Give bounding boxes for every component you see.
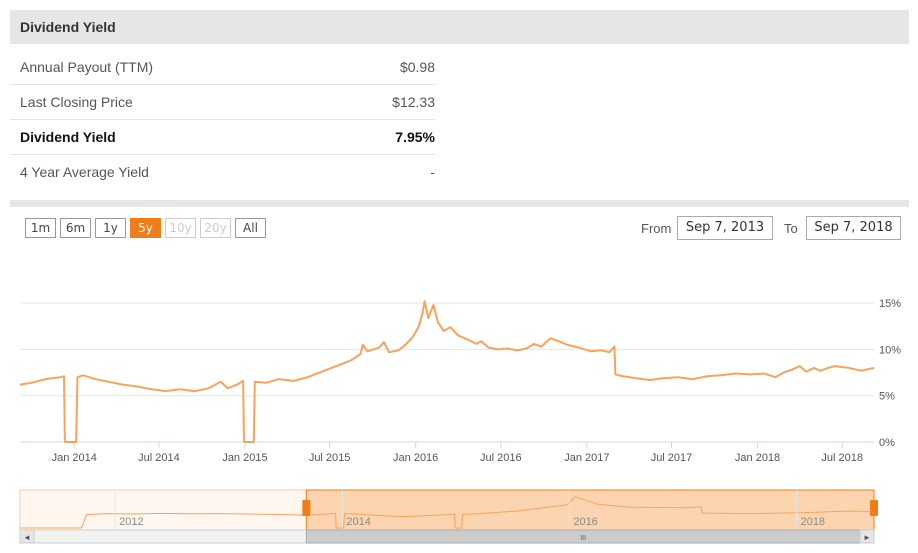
navigator-handle-right[interactable] <box>870 500 878 516</box>
scrollbar-grip-icon: III <box>580 535 586 542</box>
to-date-input[interactable]: Sep 7, 2018 <box>806 216 901 240</box>
dividend-table: Annual Payout (TTM) $0.98 Last Closing P… <box>10 50 435 190</box>
scroll-right-arrow-icon: ► <box>863 533 871 542</box>
range-button-5y[interactable]: 5y <box>130 218 161 238</box>
x-tick-label: Jan 2018 <box>735 452 780 464</box>
x-tick-label: Jan 2014 <box>52 452 97 464</box>
row-value: $0.98 <box>399 59 435 75</box>
to-label: To <box>784 221 798 236</box>
navigator-series-line <box>20 496 875 529</box>
x-tick-label: Jul 2014 <box>138 452 180 464</box>
navigator-handle-left[interactable] <box>302 500 311 516</box>
scrollbar-thumb[interactable] <box>305 529 861 544</box>
series-line <box>19 300 875 443</box>
x-tick-label: Jan 2015 <box>222 452 267 464</box>
navigator[interactable]: 2012 2014 2016 2018 <box>19 489 878 531</box>
x-tick-label: Jul 2015 <box>309 452 351 464</box>
navigator-year-label: 2018 <box>801 516 825 528</box>
table-row-annual-payout: Annual Payout (TTM) $0.98 <box>10 50 435 85</box>
scroll-left-arrow-icon: ◄ <box>23 533 31 542</box>
x-tick-label: Jul 2018 <box>821 452 863 464</box>
navigator-year-label: 2014 <box>346 516 370 528</box>
navigator-year-label: 2012 <box>119 516 143 528</box>
navigator-selected-range[interactable] <box>305 489 875 531</box>
row-value: 7.95% <box>395 129 435 145</box>
scroll-right-button[interactable] <box>859 529 875 544</box>
range-button-1m[interactable]: 1m <box>25 218 56 238</box>
navigator-outside-mask <box>20 490 307 530</box>
y-tick-label: 5% <box>879 391 895 403</box>
row-label: Dividend Yield <box>20 129 116 145</box>
from-date-input[interactable]: Sep 7, 2013 <box>677 216 773 240</box>
table-row-dividend-yield: Dividend Yield 7.95% <box>10 120 435 155</box>
x-tick-label: Jan 2016 <box>393 452 438 464</box>
navigator-year-label: 2016 <box>573 516 597 528</box>
y-tick-label: 0% <box>879 437 895 449</box>
scrollbar-track[interactable] <box>19 529 875 544</box>
from-label: From <box>641 221 672 236</box>
x-tick-label: Jan 2017 <box>564 452 609 464</box>
row-label: Last Closing Price <box>20 94 133 110</box>
row-label: Annual Payout (TTM) <box>20 59 154 75</box>
y-tick-label: 10% <box>879 344 901 356</box>
range-button-20y: 20y <box>200 218 231 238</box>
navigator-frame <box>19 489 875 531</box>
x-tick-label: Jul 2017 <box>651 452 693 464</box>
scroll-left-button[interactable] <box>19 529 35 544</box>
y-tick-label: 15% <box>879 298 901 310</box>
range-button-all[interactable]: All <box>235 218 266 238</box>
row-value: $12.33 <box>392 94 435 110</box>
table-row-average-yield: 4 Year Average Yield - <box>10 155 435 190</box>
x-tick-label: Jul 2016 <box>480 452 522 464</box>
scrollbar[interactable]: III ◄ ► <box>19 529 875 544</box>
range-button-1y[interactable]: 1y <box>95 218 126 238</box>
range-button-10y: 10y <box>165 218 196 238</box>
range-button-6m[interactable]: 6m <box>60 218 91 238</box>
section-title: Dividend Yield <box>20 19 116 35</box>
row-value: - <box>430 164 435 180</box>
section-header: Dividend Yield <box>10 10 909 44</box>
table-row-last-closing-price: Last Closing Price $12.33 <box>10 85 435 120</box>
section-divider <box>10 200 909 207</box>
row-label: 4 Year Average Yield <box>20 164 149 180</box>
